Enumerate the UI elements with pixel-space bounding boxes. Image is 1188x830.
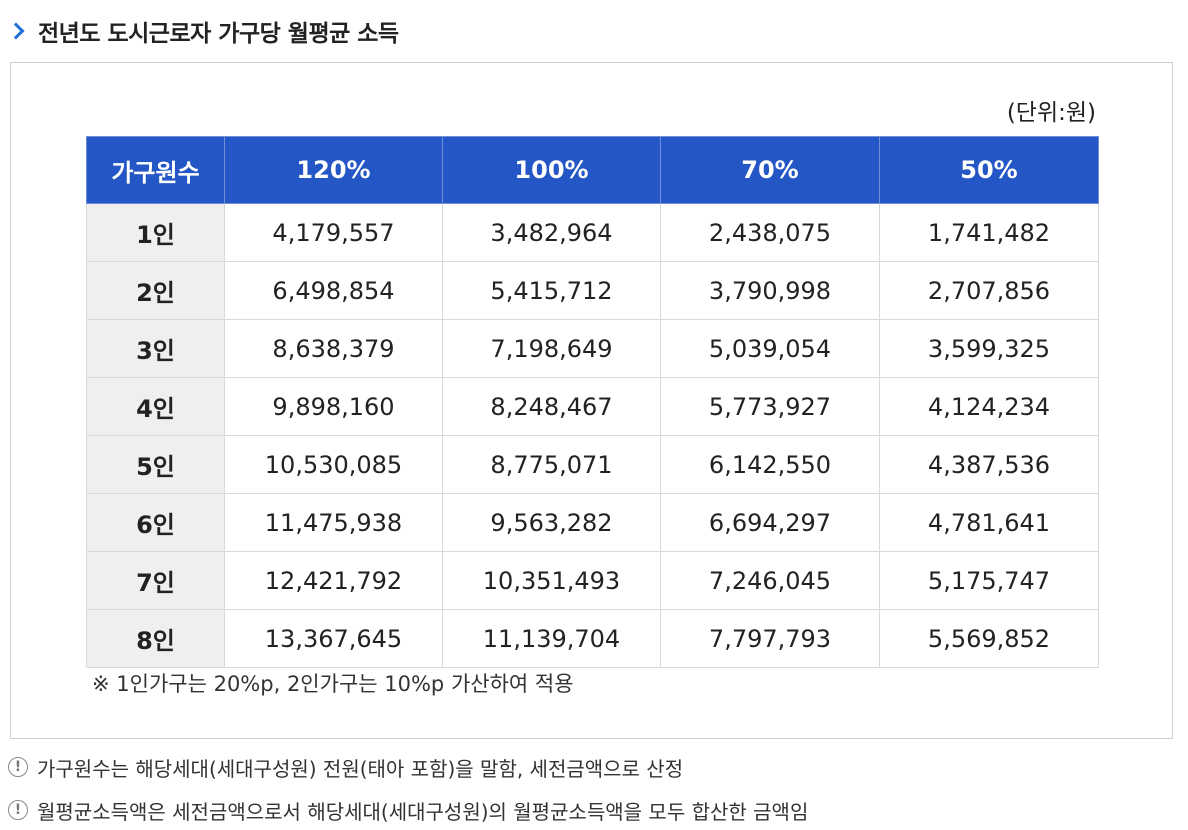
unit-label: (단위:원) (1006, 100, 1096, 126)
info-note-income: ! 월평균소득액은 세전금액으로서 해당세대(세대구성원)의 월평균소득액을 모… (8, 795, 808, 825)
table-cell: 7,246,045 (660, 551, 880, 610)
info-note-text: 월평균소득액은 세전금액으로서 해당세대(세대구성원)의 월평균소득액을 모두 … (37, 799, 809, 824)
row-header: 8인 (86, 609, 225, 668)
table-cell: 6,498,854 (224, 261, 443, 320)
page-title: 전년도 도시근로자 가구당 월평균 소득 (38, 21, 399, 47)
table-row: 4인 9,898,160 8,248,467 5,773,927 4,124,2… (86, 377, 1099, 436)
table-cell: 3,482,964 (442, 203, 661, 262)
table-row: 2인 6,498,854 5,415,712 3,790,998 2,707,8… (86, 261, 1099, 320)
table-cell: 4,124,234 (879, 377, 1099, 436)
table-cell: 11,139,704 (442, 609, 661, 668)
table-cell: 9,898,160 (224, 377, 443, 436)
table-cell: 2,438,075 (660, 203, 880, 262)
row-header: 3인 (86, 319, 225, 378)
table-cell: 13,367,645 (224, 609, 443, 668)
column-header-household-size: 가구원수 (86, 136, 225, 204)
row-header: 4인 (86, 377, 225, 436)
table-header-row: 가구원수 120% 100% 70% 50% (86, 136, 1099, 204)
table-footnote: ※ 1인가구는 20%p, 2인가구는 10%p 가산하여 적용 (92, 672, 574, 696)
table-cell: 8,775,071 (442, 435, 661, 494)
exclamation-icon: ! (8, 757, 28, 777)
table-cell: 3,599,325 (879, 319, 1099, 378)
table-cell: 10,530,085 (224, 435, 443, 494)
table-cell: 1,741,482 (879, 203, 1099, 262)
table-cell: 4,781,641 (879, 493, 1099, 552)
row-header: 2인 (86, 261, 225, 320)
column-header-50: 50% (879, 136, 1099, 204)
table-cell: 2,707,856 (879, 261, 1099, 320)
table-cell: 12,421,792 (224, 551, 443, 610)
section-header: 전년도 도시근로자 가구당 월평균 소득 (7, 14, 399, 48)
info-note-household: ! 가구원수는 해당세대(세대구성원) 전원(태아 포함)을 말함, 세전금액으… (8, 752, 683, 782)
row-header: 6인 (86, 493, 225, 552)
table-cell: 5,175,747 (879, 551, 1099, 610)
table-cell: 8,638,379 (224, 319, 443, 378)
table-cell: 6,142,550 (660, 435, 880, 494)
table-cell: 4,387,536 (879, 435, 1099, 494)
row-header: 5인 (86, 435, 225, 494)
row-header: 1인 (86, 203, 225, 262)
column-header-120: 120% (224, 136, 443, 204)
income-table: 가구원수 120% 100% 70% 50% 1인 4,179,557 3,48… (86, 136, 1099, 668)
table-row: 1인 4,179,557 3,482,964 2,438,075 1,741,4… (86, 203, 1099, 262)
column-header-70: 70% (660, 136, 880, 204)
table-cell: 10,351,493 (442, 551, 661, 610)
table-cell: 7,797,793 (660, 609, 880, 668)
table-row: 8인 13,367,645 11,139,704 7,797,793 5,569… (86, 609, 1099, 668)
table-cell: 6,694,297 (660, 493, 880, 552)
table-cell: 5,569,852 (879, 609, 1099, 668)
table-cell: 3,790,998 (660, 261, 880, 320)
table-cell: 5,039,054 (660, 319, 880, 378)
column-header-100: 100% (442, 136, 661, 204)
chevron-right-icon (7, 22, 25, 40)
row-header: 7인 (86, 551, 225, 610)
table-row: 5인 10,530,085 8,775,071 6,142,550 4,387,… (86, 435, 1099, 494)
table-row: 6인 11,475,938 9,563,282 6,694,297 4,781,… (86, 493, 1099, 552)
table-cell: 9,563,282 (442, 493, 661, 552)
exclamation-icon: ! (8, 800, 28, 820)
table-cell: 5,415,712 (442, 261, 661, 320)
table-row: 7인 12,421,792 10,351,493 7,246,045 5,175… (86, 551, 1099, 610)
info-note-text: 가구원수는 해당세대(세대구성원) 전원(태아 포함)을 말함, 세전금액으로 … (37, 756, 684, 781)
table-cell: 11,475,938 (224, 493, 443, 552)
table-cell: 5,773,927 (660, 377, 880, 436)
table-row: 3인 8,638,379 7,198,649 5,039,054 3,599,3… (86, 319, 1099, 378)
table-cell: 8,248,467 (442, 377, 661, 436)
table-cell: 7,198,649 (442, 319, 661, 378)
table-cell: 4,179,557 (224, 203, 443, 262)
